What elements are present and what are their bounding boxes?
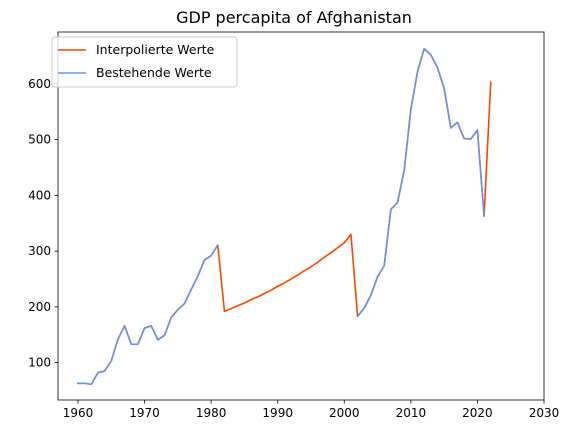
x-tick-label: 2000 xyxy=(329,406,360,420)
y-tick-label: 200 xyxy=(28,300,51,314)
y-tick-label: 100 xyxy=(28,356,51,370)
y-tick-label: 600 xyxy=(28,77,51,91)
x-tick-label: 2030 xyxy=(529,406,560,420)
legend: Interpolierte Werte Bestehende Werte xyxy=(51,36,238,88)
legend-box xyxy=(51,36,238,88)
chart-title: GDP percapita of Afghanistan xyxy=(176,8,412,27)
y-tick-label: 300 xyxy=(28,244,51,258)
series-line-existing xyxy=(77,47,485,386)
plot-frame xyxy=(57,31,545,401)
y-tick-label: 400 xyxy=(28,188,51,202)
x-tick-label: 2010 xyxy=(396,406,427,420)
y-tick-label: 500 xyxy=(28,133,51,147)
series-layer xyxy=(77,47,492,386)
legend-label-existing: Bestehende Werte xyxy=(96,65,212,80)
x-tick-label: 1990 xyxy=(262,406,293,420)
x-tick-label: 1960 xyxy=(63,406,94,420)
x-tick-label: 1980 xyxy=(196,406,227,420)
x-tick-label: 2020 xyxy=(462,406,493,420)
x-tick-label: 1970 xyxy=(129,406,160,420)
axes-layer: 1960 1970 1980 1990 2000 2010 2020 2030 100 200 30… xyxy=(28,31,560,420)
legend-label-interpolated: Interpolierte Werte xyxy=(96,42,215,57)
